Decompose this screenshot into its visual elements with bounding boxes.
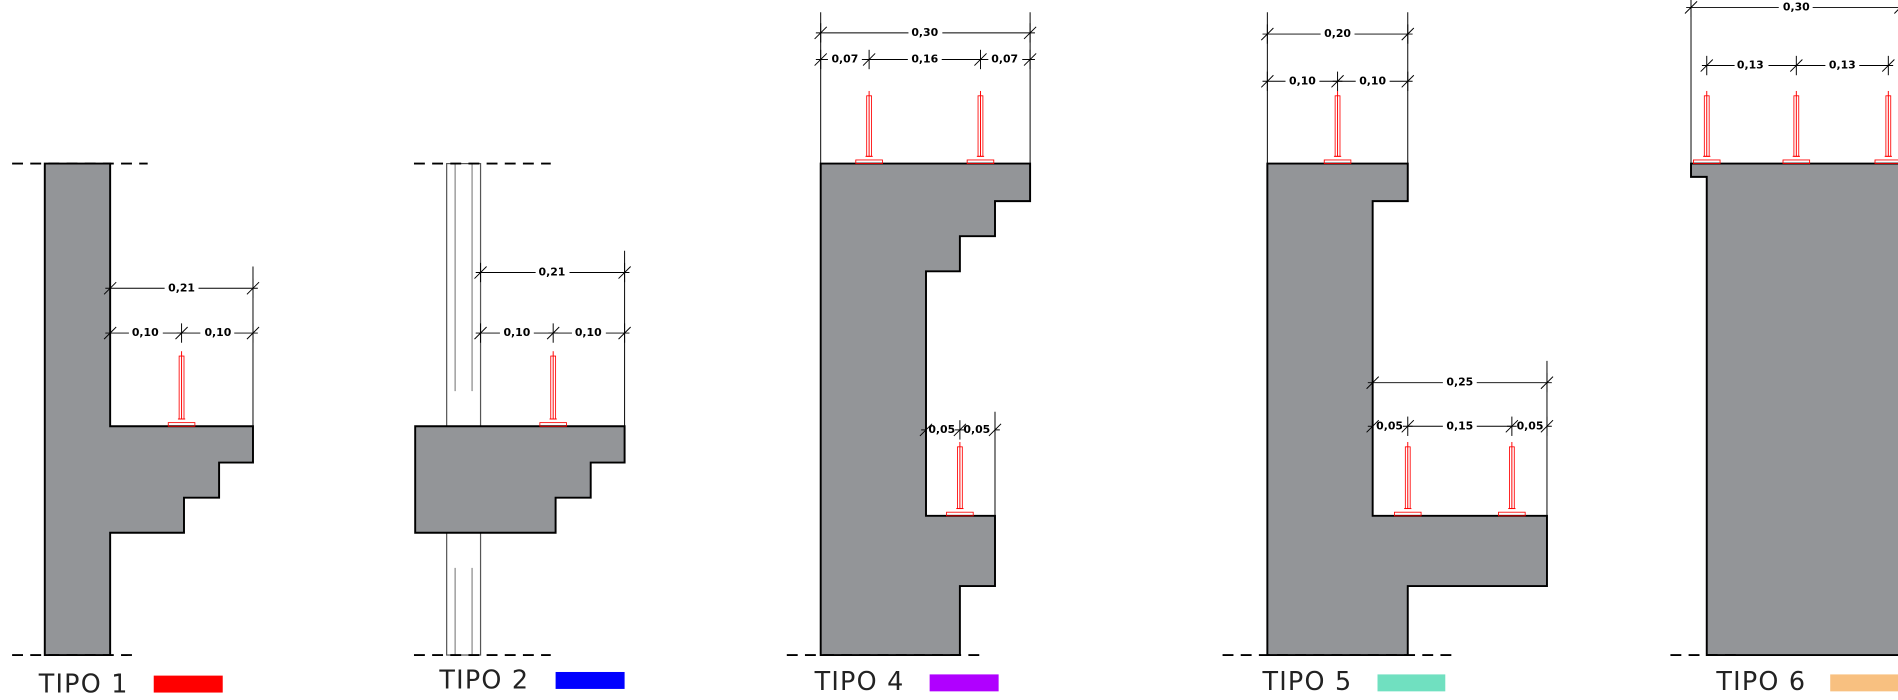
anchor-plate (539, 422, 567, 427)
dim-text: 0,05 (1376, 419, 1403, 432)
dimension-line (1894, 9, 1898, 14)
type-label: TIPO 5 (1262, 666, 1353, 696)
profile-6 (1690, 162, 1898, 657)
anchor-plate (1498, 511, 1526, 517)
dim-text: 0,10 (575, 326, 602, 339)
column-2b (446, 532, 482, 656)
dim-text: 0,16 (911, 52, 938, 65)
dim-text: 0,21 (539, 266, 566, 279)
color-swatch (1377, 674, 1446, 692)
color-swatch (1830, 674, 1898, 692)
anchor-plate (1323, 159, 1352, 165)
profile-5 (1266, 162, 1548, 657)
dim-text: 0,20 (1324, 27, 1351, 40)
color-swatch (929, 674, 999, 692)
shapes (12, 162, 1898, 657)
anchor-plate (966, 159, 995, 165)
column-2 (446, 162, 482, 427)
dim-text: 0,30 (911, 26, 938, 39)
dim-text: 0,05 (1517, 419, 1544, 432)
profile-1 (43, 162, 254, 657)
anchor-plate (1394, 511, 1422, 517)
profile-2 (414, 425, 626, 534)
dim-text: 0,05 (963, 423, 990, 436)
dim-text: 0,30 (1783, 0, 1810, 13)
anchor-plate (1874, 159, 1898, 165)
anchor-plate (946, 511, 974, 517)
profile-4 (819, 162, 1032, 657)
dim-text: 0,10 (204, 326, 231, 339)
dim-text: 0,25 (1446, 376, 1473, 389)
dim-text: 0,10 (1289, 74, 1316, 87)
dim-text: 0,13 (1829, 59, 1856, 72)
type-label: TIPO 2 (438, 665, 529, 695)
dim-text: 0,10 (503, 326, 530, 339)
type-label: TIPO 6 (1715, 666, 1806, 696)
anchor-plate (167, 422, 196, 427)
anchor-plate (1782, 159, 1811, 165)
color-swatch (555, 671, 625, 689)
type-label: TIPO 4 (814, 666, 905, 696)
dim-text: 0,07 (831, 52, 858, 65)
anchor-plate (1693, 159, 1721, 165)
type-label: TIPO 1 (38, 668, 129, 698)
dim-text: 0,21 (168, 281, 195, 294)
dim-text: 0,13 (1737, 59, 1764, 72)
dim-text: 0,10 (1359, 74, 1386, 87)
dim-text: 0,15 (1446, 419, 1473, 432)
dim-text: 0,10 (132, 326, 159, 339)
dim-text: 0,05 (928, 423, 955, 436)
dim-text: 0,07 (991, 52, 1018, 65)
dimension-lines (103, 0, 1898, 517)
color-swatch (153, 675, 223, 693)
anchor-plate (855, 159, 883, 165)
labels: 0,21 0,10 0,10 0,21 0,10 0,10 0,30 0,07 … (38, 0, 1898, 698)
